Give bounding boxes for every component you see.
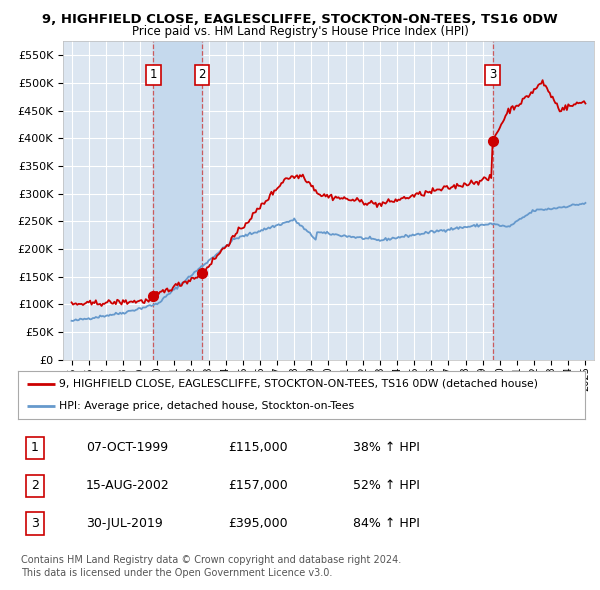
Text: 30-JUL-2019: 30-JUL-2019 (86, 517, 163, 530)
Text: 15-AUG-2002: 15-AUG-2002 (86, 479, 170, 492)
Text: 1: 1 (31, 441, 39, 454)
Bar (493, 41, 594, 360)
Text: 52% ↑ HPI: 52% ↑ HPI (353, 479, 419, 492)
Text: 07-OCT-1999: 07-OCT-1999 (86, 441, 168, 454)
Text: £115,000: £115,000 (228, 441, 287, 454)
Text: Contains HM Land Registry data © Crown copyright and database right 2024.: Contains HM Land Registry data © Crown c… (21, 555, 401, 565)
Text: £157,000: £157,000 (228, 479, 287, 492)
Text: 1: 1 (149, 68, 157, 81)
Text: 9, HIGHFIELD CLOSE, EAGLESCLIFFE, STOCKTON-ON-TEES, TS16 0DW (detached house): 9, HIGHFIELD CLOSE, EAGLESCLIFFE, STOCKT… (59, 379, 538, 389)
Text: 9, HIGHFIELD CLOSE, EAGLESCLIFFE, STOCKTON-ON-TEES, TS16 0DW: 9, HIGHFIELD CLOSE, EAGLESCLIFFE, STOCKT… (42, 13, 558, 26)
Text: 38% ↑ HPI: 38% ↑ HPI (353, 441, 419, 454)
Text: Price paid vs. HM Land Registry's House Price Index (HPI): Price paid vs. HM Land Registry's House … (131, 25, 469, 38)
Bar (153, 41, 202, 360)
Text: 3: 3 (31, 517, 39, 530)
Text: £395,000: £395,000 (228, 517, 287, 530)
Text: 2: 2 (199, 68, 206, 81)
Text: 2: 2 (31, 479, 39, 492)
Text: 3: 3 (489, 68, 496, 81)
Text: 84% ↑ HPI: 84% ↑ HPI (353, 517, 419, 530)
Text: This data is licensed under the Open Government Licence v3.0.: This data is licensed under the Open Gov… (21, 568, 332, 578)
Text: HPI: Average price, detached house, Stockton-on-Tees: HPI: Average price, detached house, Stoc… (59, 401, 354, 411)
